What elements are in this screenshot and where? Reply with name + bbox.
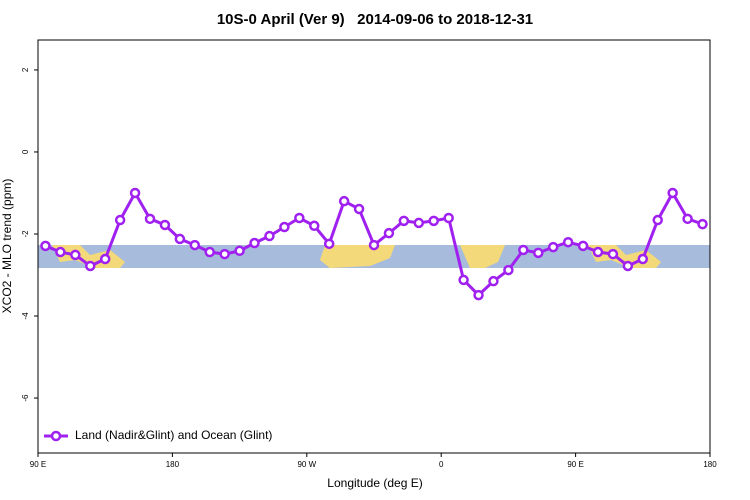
y-tick-label: -2 (21, 230, 30, 238)
data-point (353, 203, 365, 215)
data-point (309, 220, 320, 232)
data-point (323, 238, 335, 250)
data-point (383, 227, 395, 239)
data-point (503, 264, 514, 276)
data-point (547, 241, 559, 253)
y-tick-label: 2 (21, 67, 30, 72)
x-tick-label: 180 (166, 460, 180, 469)
data-point (577, 240, 589, 252)
legend-marker (50, 430, 62, 442)
data-point (99, 253, 111, 265)
data-point (70, 249, 81, 261)
plot-frame (37, 39, 711, 454)
x-tick-label: 90 E (567, 460, 583, 469)
y-axis-label: XCO2 - MLO trend (ppm) (0, 179, 14, 314)
y-tick-label: -4 (21, 312, 30, 320)
data-point (697, 218, 708, 230)
data-point (85, 260, 96, 272)
data-point (249, 237, 260, 249)
y-tick-label: 0 (21, 149, 30, 154)
data-point (55, 246, 66, 258)
x-tick-label: 0 (439, 460, 444, 469)
data-point (159, 219, 171, 231)
data-point (144, 213, 156, 225)
data-point (473, 289, 484, 301)
data-point (637, 253, 649, 265)
data-point (592, 246, 604, 258)
x-tick-label: 90 E (30, 460, 46, 469)
legend-label: Land (Nadir&Glint) and Ocean (Glint) (75, 428, 272, 442)
data-point (40, 240, 51, 252)
chart-title: 10S-0 April (Ver 9) 2014-09-06 to 2018-1… (217, 11, 533, 28)
data-point (518, 244, 529, 256)
x-tick-label: 90 W (297, 460, 316, 469)
data-point (428, 215, 439, 227)
data-point (533, 247, 544, 259)
data-point (174, 233, 186, 245)
data-point (279, 221, 290, 233)
y-tick-label: -6 (21, 394, 30, 402)
data-point (488, 275, 499, 287)
data-point (219, 248, 230, 260)
data-point (114, 214, 126, 226)
data-point (129, 187, 141, 199)
x-axis-label: Longitude (deg E) (327, 476, 422, 490)
x-tick-label: 180 (703, 460, 717, 469)
data-point (413, 217, 425, 229)
data-point (622, 260, 634, 272)
data-point (234, 245, 245, 257)
data-point (682, 213, 693, 225)
data-point (398, 215, 410, 227)
data-point (667, 187, 678, 199)
data-point (189, 239, 201, 251)
data-point (443, 212, 454, 224)
data-point (458, 274, 469, 286)
data-point (338, 195, 350, 207)
data-point (368, 239, 380, 251)
data-point (204, 246, 215, 258)
data-point (562, 236, 574, 248)
data-point (264, 230, 275, 242)
data-point (294, 212, 305, 224)
data-point (652, 214, 663, 226)
data-point (607, 248, 619, 260)
